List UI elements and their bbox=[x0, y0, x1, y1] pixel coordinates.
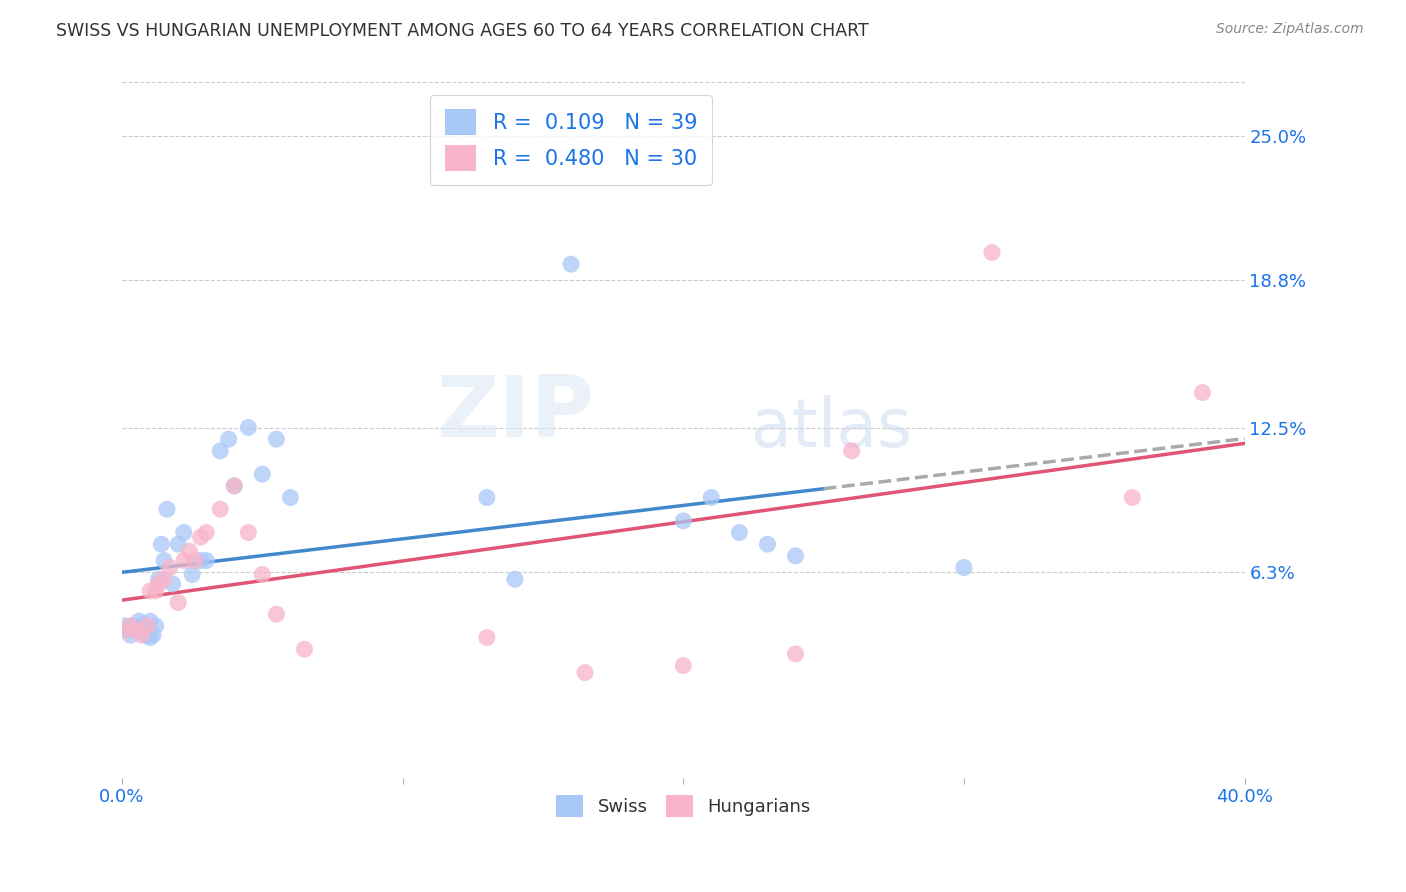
Point bbox=[503, 572, 526, 586]
Point bbox=[128, 614, 150, 628]
Point bbox=[190, 553, 212, 567]
Text: atlas: atlas bbox=[751, 394, 911, 460]
Text: ZIP: ZIP bbox=[436, 372, 593, 455]
Point bbox=[139, 631, 162, 645]
Text: SWISS VS HUNGARIAN UNEMPLOYMENT AMONG AGES 60 TO 64 YEARS CORRELATION CHART: SWISS VS HUNGARIAN UNEMPLOYMENT AMONG AG… bbox=[56, 22, 869, 40]
Point bbox=[224, 479, 246, 493]
Point bbox=[190, 530, 212, 544]
Point bbox=[145, 583, 167, 598]
Point bbox=[134, 624, 156, 638]
Point bbox=[125, 624, 148, 638]
Point bbox=[150, 537, 173, 551]
Point bbox=[156, 502, 179, 516]
Point bbox=[266, 432, 288, 446]
Point bbox=[574, 665, 596, 680]
Point bbox=[252, 567, 274, 582]
Point bbox=[841, 443, 863, 458]
Point bbox=[700, 491, 723, 505]
Point bbox=[238, 420, 260, 434]
Point bbox=[131, 619, 153, 633]
Point bbox=[672, 514, 695, 528]
Point bbox=[238, 525, 260, 540]
Point bbox=[167, 537, 190, 551]
Point bbox=[184, 553, 207, 567]
Point bbox=[120, 619, 142, 633]
Point bbox=[195, 553, 218, 567]
Point bbox=[148, 577, 170, 591]
Point bbox=[159, 560, 181, 574]
Point bbox=[728, 525, 751, 540]
Point bbox=[209, 443, 232, 458]
Point bbox=[560, 257, 582, 271]
Point bbox=[981, 245, 1004, 260]
Point bbox=[672, 658, 695, 673]
Point bbox=[173, 525, 195, 540]
Point bbox=[139, 614, 162, 628]
Text: Source: ZipAtlas.com: Source: ZipAtlas.com bbox=[1216, 22, 1364, 37]
Point bbox=[153, 553, 176, 567]
Point bbox=[475, 491, 498, 505]
Point bbox=[953, 560, 976, 574]
Point bbox=[475, 631, 498, 645]
Point bbox=[122, 619, 145, 633]
Point bbox=[209, 502, 232, 516]
Point bbox=[179, 544, 201, 558]
Point bbox=[125, 624, 148, 638]
Point bbox=[1121, 491, 1143, 505]
Point bbox=[218, 432, 240, 446]
Point bbox=[120, 628, 142, 642]
Point bbox=[136, 619, 159, 633]
Point bbox=[785, 549, 807, 563]
Point bbox=[114, 619, 136, 633]
Point bbox=[162, 577, 184, 591]
Point bbox=[114, 624, 136, 638]
Point bbox=[153, 572, 176, 586]
Legend: Swiss, Hungarians: Swiss, Hungarians bbox=[548, 788, 818, 824]
Point bbox=[280, 491, 302, 505]
Point bbox=[266, 607, 288, 622]
Point bbox=[756, 537, 779, 551]
Point bbox=[142, 628, 165, 642]
Point bbox=[252, 467, 274, 482]
Point bbox=[294, 642, 316, 657]
Point bbox=[136, 628, 159, 642]
Point bbox=[785, 647, 807, 661]
Point bbox=[167, 595, 190, 609]
Point bbox=[181, 567, 204, 582]
Point bbox=[1191, 385, 1213, 400]
Point bbox=[139, 583, 162, 598]
Point bbox=[145, 619, 167, 633]
Point bbox=[224, 479, 246, 493]
Point bbox=[195, 525, 218, 540]
Point bbox=[148, 572, 170, 586]
Point bbox=[131, 628, 153, 642]
Point bbox=[173, 553, 195, 567]
Point bbox=[117, 624, 139, 638]
